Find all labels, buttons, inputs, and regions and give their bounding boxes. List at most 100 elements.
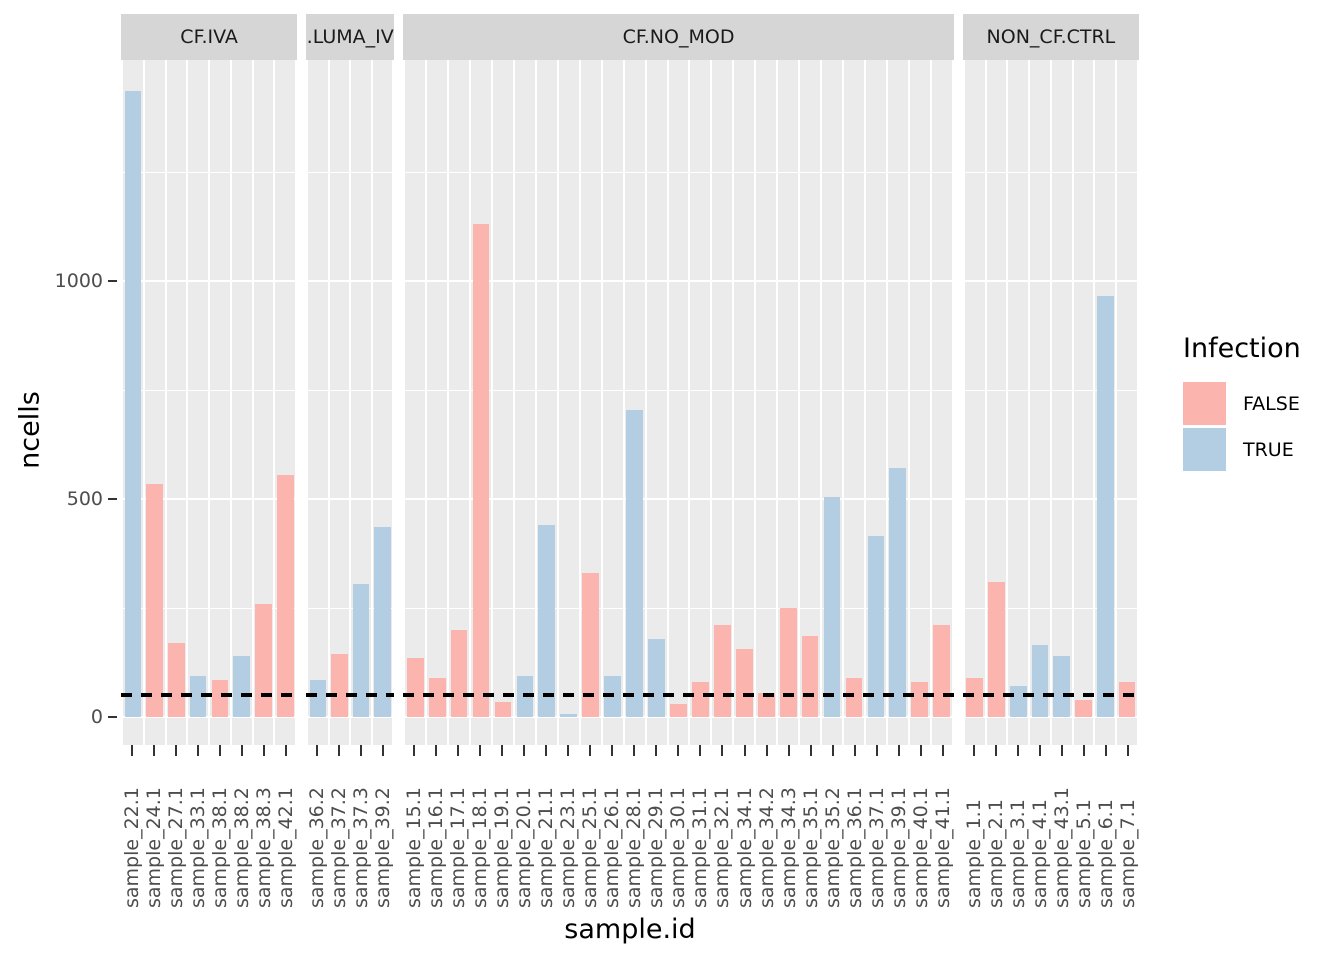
x-tick-label: sample_20.1: [513, 787, 536, 908]
x-tick-label: sample_25.1: [579, 787, 602, 908]
bar-cell: [512, 60, 535, 745]
x-tick-label: sample_5.1: [1072, 799, 1095, 908]
facet-panel: [962, 60, 1139, 745]
bar: [867, 536, 885, 717]
y-tick-mark: [108, 280, 117, 282]
x-tick-label: sample_29.1: [645, 787, 668, 908]
x-tick-label: sample_31.1: [689, 787, 712, 908]
x-tick-mark: [545, 745, 548, 756]
facet: .LUMA_IV sample_36.2 sample_37.2 sample_37.…: [306, 14, 394, 908]
bar-cell: [1093, 60, 1115, 745]
bar: [309, 680, 327, 717]
legend-item-false: FALSE: [1183, 382, 1301, 425]
x-tick-mark: [457, 745, 460, 756]
x-tick-mark: [1038, 745, 1041, 756]
bar-cells: [962, 60, 1139, 745]
x-tick-mark: [501, 745, 504, 756]
y-tick-mark: [108, 498, 117, 500]
bar: [1031, 645, 1049, 717]
x-tick-mark: [787, 745, 790, 756]
x-tick-mark: [699, 745, 702, 756]
x-tick-mark: [677, 745, 680, 756]
y-axis-title: ncells: [14, 391, 46, 469]
x-tick-label: sample_35.2: [821, 787, 844, 908]
x-tick-mark: [809, 745, 812, 756]
x-tick-label: sample_43.1: [1050, 787, 1073, 908]
x-tick-mark: [853, 745, 856, 756]
bar-cell: [447, 60, 469, 745]
bar-cell: [491, 60, 513, 745]
bar-cell: [776, 60, 798, 745]
x-tick-label: sample_7.1: [1116, 799, 1139, 908]
bar-cell: [1115, 60, 1137, 745]
bar: [168, 643, 185, 717]
x-tick-mark: [338, 745, 341, 756]
x-tick-mark: [263, 745, 266, 756]
bar: [538, 525, 556, 717]
x-tick-label: sample_3.1: [1006, 799, 1029, 908]
x-tick-label: sample_39.1: [887, 787, 910, 908]
bar-cell: [644, 60, 667, 745]
bar-cell: [1006, 60, 1028, 745]
bar-cell: [885, 60, 908, 745]
x-tick-label: sample_37.1: [865, 787, 888, 908]
x-tick-label: sample_35.1: [799, 787, 822, 908]
bar-cell: [666, 60, 689, 745]
bar: [211, 680, 229, 717]
x-tick-mark: [153, 745, 156, 756]
bar: [845, 678, 863, 717]
x-tick-label: sample_38.2: [231, 787, 254, 908]
bar-cell: [907, 60, 930, 745]
x-tick-label: sample_6.1: [1094, 799, 1117, 908]
bar-cell: [962, 60, 985, 745]
x-tick-mark: [219, 745, 222, 756]
bar: [1118, 682, 1136, 717]
x-tick-label: sample_33.1: [187, 787, 210, 908]
bar-cell: [710, 60, 732, 745]
bar: [352, 584, 370, 717]
x-tick-mark: [479, 745, 482, 756]
x-tick-label: sample_1.1: [962, 799, 985, 908]
x-tick-mark: [360, 745, 363, 756]
x-tick-mark: [285, 745, 288, 756]
facet-strip-label: CF.IVA: [121, 14, 298, 60]
x-tick-label: sample_18.1: [469, 787, 492, 908]
x-tick-label: sample_42.1: [275, 787, 298, 908]
bar: [494, 702, 512, 717]
facet-panel: [403, 60, 954, 745]
x-tick-mark: [972, 745, 975, 756]
x-tick-mark: [765, 745, 768, 756]
x-tick-mark: [131, 745, 133, 756]
legend-key-false-swatch: [1183, 382, 1226, 425]
facet-strip-label: NON_CF.CTRL: [962, 14, 1139, 60]
bar: [472, 224, 490, 717]
bar: [966, 678, 983, 717]
x-tick-label: sample_37.3: [350, 787, 373, 908]
bar: [692, 682, 709, 717]
gridline-major: [403, 280, 954, 282]
bar: [276, 475, 294, 717]
bar-cell: [798, 60, 820, 745]
x-tick-label: sample_21.1: [535, 787, 558, 908]
x-tick-label: sample_40.1: [909, 787, 932, 908]
x-tick-label: sample_26.1: [601, 787, 624, 908]
x-tick-mark: [1104, 745, 1107, 756]
x-tick-label: sample_36.1: [843, 787, 866, 908]
facet-strip-label: CF.NO_MOD: [403, 14, 954, 60]
bar-cell: [186, 60, 208, 745]
x-axis-title: sample.id: [564, 914, 696, 945]
bar-cell: [842, 60, 864, 745]
bar: [124, 91, 142, 717]
bar-cell: [863, 60, 886, 745]
x-tick-label: sample_17.1: [447, 787, 470, 908]
bar-cell: [578, 60, 601, 745]
x-tick-mark: [523, 745, 526, 756]
legend-label-true: TRUE: [1243, 438, 1294, 461]
bar-cell: [164, 60, 187, 745]
x-tick-mark: [1082, 745, 1085, 756]
bar: [988, 582, 1005, 717]
bar-cell: [1028, 60, 1050, 745]
bar: [713, 625, 731, 717]
gridline-minor: [403, 172, 954, 173]
